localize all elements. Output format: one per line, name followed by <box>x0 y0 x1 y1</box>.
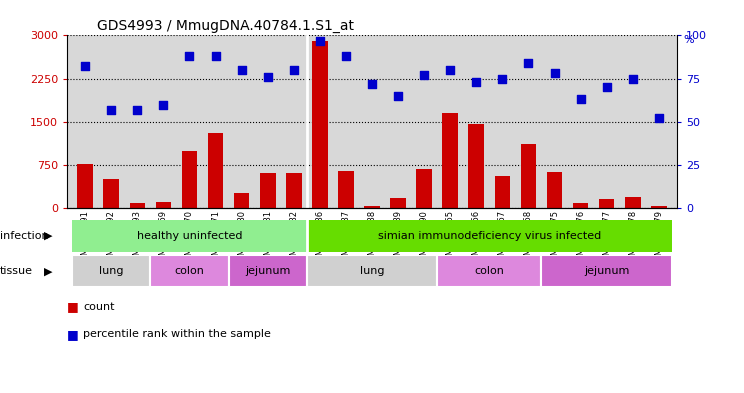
Point <box>418 72 430 78</box>
Text: ▶: ▶ <box>44 231 53 241</box>
Bar <box>155 202 171 208</box>
Bar <box>547 172 562 208</box>
Point <box>184 53 196 59</box>
Bar <box>72 255 150 287</box>
Point <box>548 70 560 77</box>
Bar <box>651 206 667 208</box>
Text: tissue: tissue <box>0 266 33 276</box>
Point <box>652 115 664 121</box>
Bar <box>469 124 484 208</box>
Bar <box>417 169 432 208</box>
Bar <box>573 203 589 208</box>
Bar <box>364 206 380 208</box>
Point <box>262 74 274 80</box>
Text: count: count <box>83 301 115 312</box>
Text: ■: ■ <box>67 300 83 313</box>
Text: colon: colon <box>175 266 205 276</box>
Point <box>444 67 456 73</box>
Bar <box>234 193 249 208</box>
Text: jejunum: jejunum <box>584 266 629 276</box>
Text: lung: lung <box>360 266 384 276</box>
Point <box>392 93 404 99</box>
Text: percentile rank within the sample: percentile rank within the sample <box>83 329 272 339</box>
Point <box>574 96 586 103</box>
Bar <box>286 173 301 208</box>
Point <box>210 53 222 59</box>
Point <box>522 60 534 66</box>
Bar <box>228 255 307 287</box>
Bar <box>182 151 197 208</box>
Bar <box>338 171 353 208</box>
Text: lung: lung <box>99 266 124 276</box>
Text: ▶: ▶ <box>44 266 53 276</box>
Point <box>158 101 170 108</box>
Bar <box>103 180 119 208</box>
Bar <box>312 41 327 208</box>
Point <box>496 75 508 82</box>
Bar <box>391 198 406 208</box>
Point <box>236 67 248 73</box>
Bar <box>307 220 672 252</box>
Bar <box>625 197 641 208</box>
Point <box>106 107 118 113</box>
Point <box>132 107 144 113</box>
Bar <box>495 176 510 208</box>
Point <box>80 63 92 70</box>
Bar <box>443 113 458 208</box>
Text: GDS4993 / MmugDNA.40784.1.S1_at: GDS4993 / MmugDNA.40784.1.S1_at <box>97 19 354 33</box>
Text: infection: infection <box>0 231 48 241</box>
Bar <box>521 144 536 208</box>
Bar <box>208 133 223 208</box>
Text: healthy uninfected: healthy uninfected <box>137 231 243 241</box>
Point <box>626 75 638 82</box>
Bar <box>437 255 542 287</box>
Point <box>288 67 300 73</box>
Text: jejunum: jejunum <box>245 266 290 276</box>
Bar <box>260 173 275 208</box>
Point <box>470 79 482 85</box>
Text: ■: ■ <box>67 327 83 341</box>
Bar <box>77 165 93 208</box>
Bar <box>599 199 615 208</box>
Point <box>366 81 378 87</box>
Point <box>340 53 352 59</box>
Point <box>314 37 326 44</box>
Bar <box>72 220 307 252</box>
Point <box>600 84 612 90</box>
Text: colon: colon <box>475 266 504 276</box>
Bar <box>150 255 228 287</box>
Bar <box>129 203 145 208</box>
Bar <box>307 255 437 287</box>
Text: %: % <box>683 35 693 45</box>
Text: simian immunodeficiency virus infected: simian immunodeficiency virus infected <box>378 231 601 241</box>
Bar <box>542 255 672 287</box>
